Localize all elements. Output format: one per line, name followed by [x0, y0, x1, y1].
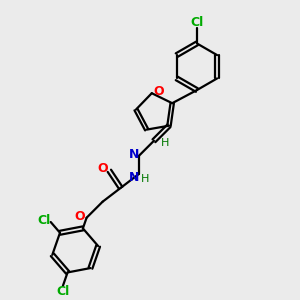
Text: O: O	[74, 210, 85, 223]
Text: O: O	[153, 85, 164, 98]
Text: N: N	[129, 172, 140, 184]
Text: Cl: Cl	[37, 214, 50, 227]
Text: Cl: Cl	[190, 16, 203, 29]
Text: H: H	[160, 138, 169, 148]
Text: Cl: Cl	[56, 285, 70, 298]
Text: N: N	[129, 148, 140, 161]
Text: O: O	[98, 162, 108, 175]
Text: H: H	[141, 173, 149, 184]
